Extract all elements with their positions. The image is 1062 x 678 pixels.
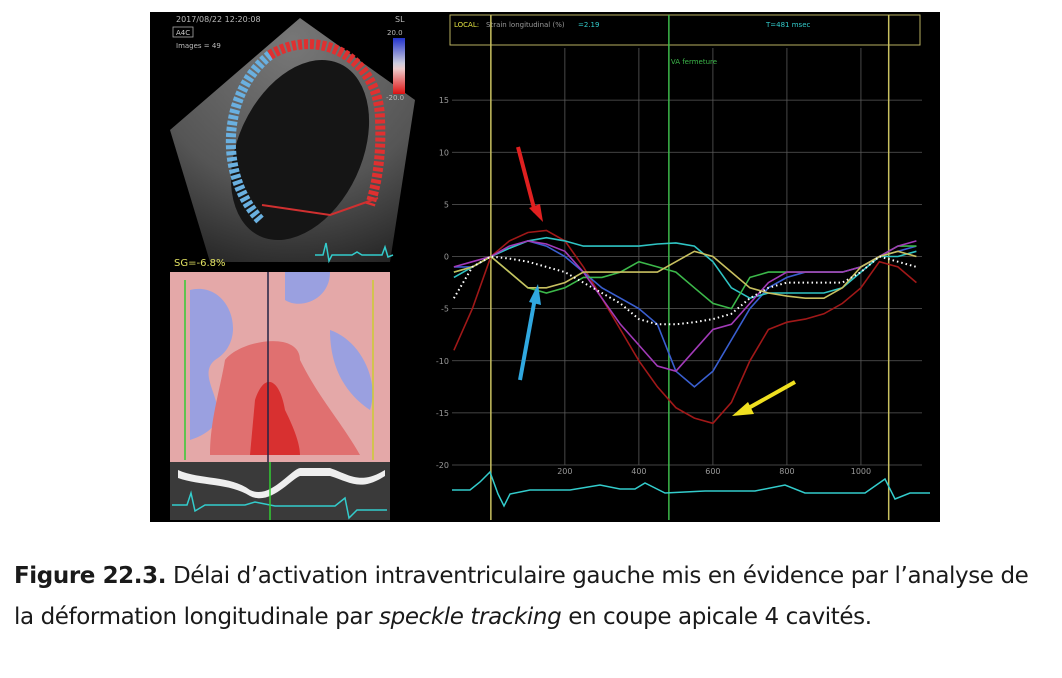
strain-plot: -20 -15 -10 -5 0 5 10 15 200 400 600 800 1000 VA ferm… xyxy=(436,15,922,520)
septal-wall xyxy=(225,51,274,224)
y-tick-label: -15 xyxy=(436,409,449,418)
y-tick-label: -5 xyxy=(441,305,449,314)
caption-label: Figure 22.3. xyxy=(14,563,167,589)
view-box xyxy=(172,26,194,38)
map-red-region xyxy=(210,341,360,455)
m-mode-ecg xyxy=(172,490,387,520)
y-tick-label: 15 xyxy=(439,96,449,105)
m-mode xyxy=(170,462,390,520)
arrow-red-head xyxy=(529,204,543,222)
timestamp: 2017/08/22 12:20:08 xyxy=(176,15,261,24)
x-tick-label: 1000 xyxy=(851,467,871,476)
x-tick-label: 800 xyxy=(779,467,794,476)
arrow-red xyxy=(516,146,537,213)
caption-text: Délai d’activation intraventriculaire ga… xyxy=(14,563,1029,630)
x-tick-label: 200 xyxy=(557,467,572,476)
color-scale xyxy=(393,38,405,94)
lateral-wall xyxy=(267,39,386,207)
figure: 2017/08/22 12:20:08 A4C Images = 49 SL 2… xyxy=(150,12,940,522)
x-tick-label: 400 xyxy=(631,467,646,476)
caption: Figure 22.3. Délai d’activation intraven… xyxy=(14,556,1044,638)
arrow-yellow xyxy=(744,380,796,412)
global-strain: SG=-6.8% xyxy=(174,258,226,269)
caption-text: en coupe apicale 4 cavités. xyxy=(568,604,872,630)
header-measure: Strain longitudinal (%) xyxy=(486,21,565,29)
y-tick-label: 10 xyxy=(439,148,449,157)
scale-max: 20.0 xyxy=(387,29,403,37)
echo-ecg xyxy=(315,242,394,264)
y-tick-label: 0 xyxy=(444,253,449,262)
strain-curve xyxy=(453,229,917,425)
images-count: Images = 49 xyxy=(176,42,221,50)
m-mode-band xyxy=(178,468,385,499)
view-label: A4C xyxy=(176,29,190,37)
x-tick-label: 600 xyxy=(705,467,720,476)
y-tick-label: -10 xyxy=(436,357,449,366)
map-core-region xyxy=(250,381,300,455)
ventricle-cavity xyxy=(230,60,370,240)
map-blue-region xyxy=(285,272,373,410)
strain-curve xyxy=(453,240,917,373)
arrow-blue xyxy=(518,297,537,381)
header-value: =2.19 xyxy=(578,21,599,29)
arrow-yellow-head xyxy=(732,402,754,416)
map-blue-region xyxy=(190,288,234,440)
caption-emphasis: speckle tracking xyxy=(379,604,562,630)
y-tick-label: 5 xyxy=(444,200,449,209)
header-local: LOCAL: xyxy=(454,21,479,29)
strain-curve xyxy=(453,250,917,299)
base-line xyxy=(261,197,379,217)
scale-min: -20.0 xyxy=(386,94,404,102)
marker-label: VA fermeture xyxy=(671,58,717,66)
header-box xyxy=(449,14,921,46)
arrow-blue-head xyxy=(529,284,541,305)
y-tick-label: -20 xyxy=(436,461,449,470)
scale-title: SL xyxy=(395,15,405,24)
annotation-arrows xyxy=(516,146,796,416)
ecg-trace xyxy=(452,470,930,508)
strain-curve xyxy=(453,255,917,326)
header-time: T=481 msec xyxy=(765,21,810,29)
